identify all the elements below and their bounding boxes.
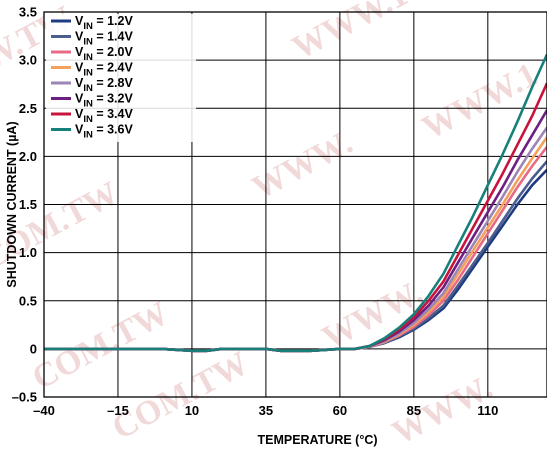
x-axis-title: TEMPERATURE (°C)	[257, 433, 377, 447]
legend-entry: VIN = 3.4V	[75, 107, 133, 125]
y-tick-label: 2.0	[19, 149, 37, 164]
watermark-text: WWW.100	[286, 0, 443, 67]
watermark-text: WWW.	[246, 124, 358, 207]
y-tick-labels: –0.5 0 0.5 1.0 1.5 2.0 2.5 3.0 3.5	[12, 5, 37, 405]
legend-entry: VIN = 3.2V	[75, 92, 133, 110]
x-tick-label: 60	[333, 403, 347, 418]
x-tick-label: 10	[185, 403, 199, 418]
legend-label-main: V	[75, 14, 84, 28]
x-tick-labels: –40 –15 10 35 60 85 110	[33, 403, 498, 418]
legend-entry: VIN = 2.8V	[75, 76, 133, 94]
legend-label-main: V	[75, 92, 84, 106]
legend-label-tail: = 1.4V	[93, 30, 134, 44]
watermark-text: COM.TW	[26, 295, 174, 397]
x-tick-label: –40	[33, 403, 55, 418]
legend-label-sub: IN	[83, 52, 93, 63]
watermark-text: COM.TW	[106, 345, 254, 447]
x-tick-label: 110	[477, 403, 498, 418]
x-tick-label: –15	[107, 403, 129, 418]
legend-entry: VIN = 2.4V	[75, 61, 133, 79]
legend-entry: VIN = 1.4V	[75, 30, 133, 48]
y-tick-label: 0	[30, 341, 37, 356]
legend-label-sub: IN	[83, 99, 93, 110]
y-axis-title: SHUTDOWN CURRENT (µA)	[5, 121, 19, 287]
x-tick-label: 85	[407, 403, 421, 418]
y-tick-label: 3.5	[19, 5, 37, 20]
y-tick-label: 2.5	[19, 101, 37, 116]
legend-label-main: V	[75, 123, 84, 137]
legend-entry: VIN = 2.0V	[75, 45, 133, 63]
legend-label-sub: IN	[83, 130, 93, 141]
legend-entry: VIN = 3.6V	[75, 123, 133, 141]
y-tick-label: 1.0	[19, 245, 37, 260]
y-tick-label: 1.5	[19, 197, 37, 212]
legend-label-sub: IN	[83, 114, 93, 125]
legend-label-tail: = 2.4V	[93, 61, 134, 75]
legend-label-main: V	[75, 107, 84, 121]
legend-label-tail: = 3.4V	[93, 107, 134, 121]
legend-label-tail: = 3.6V	[93, 123, 134, 137]
series-lines	[44, 53, 547, 353]
y-tick-label: –0.5	[12, 390, 37, 405]
legend-label-main: V	[75, 61, 84, 75]
legend-label-sub: IN	[83, 37, 93, 48]
legend-label-sub: IN	[83, 68, 93, 79]
legend-label-sub: IN	[83, 21, 93, 32]
legend-label-main: V	[75, 45, 84, 59]
y-tick-label: 3.0	[19, 53, 37, 68]
legend-label-main: V	[75, 76, 84, 90]
legend-label-sub: IN	[83, 83, 93, 94]
x-tick-label: 35	[259, 403, 273, 418]
legend-entry: VIN = 1.2V	[75, 14, 133, 32]
legend-label-tail: = 3.2V	[93, 92, 134, 106]
legend-label-tail: = 2.0V	[93, 45, 134, 59]
plot-frame	[43, 11, 547, 398]
legend-label-main: V	[75, 30, 84, 44]
legend-label-tail: = 1.2V	[93, 14, 134, 28]
legend-label-tail: = 2.8V	[93, 76, 134, 90]
series-line	[44, 53, 547, 353]
y-tick-label: 0.5	[19, 293, 37, 308]
